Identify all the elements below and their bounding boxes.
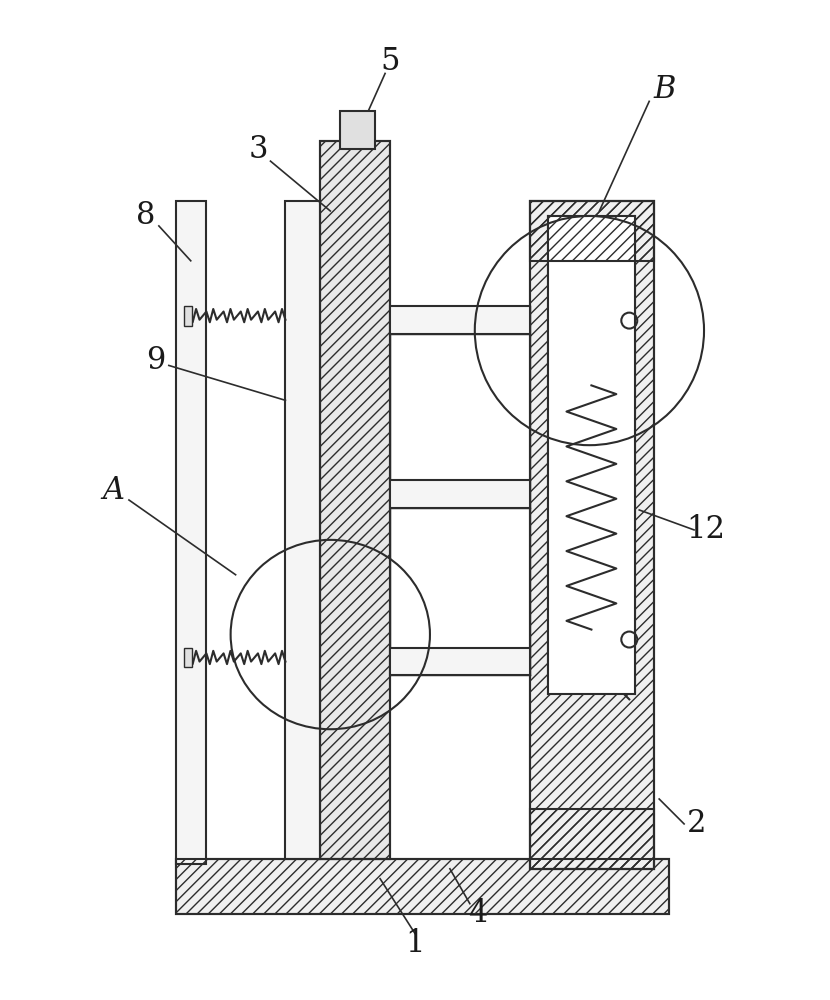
Bar — [176, 859, 669, 914]
Bar — [530, 201, 654, 261]
Text: B: B — [653, 74, 676, 105]
Bar — [530, 201, 654, 869]
Bar — [320, 141, 390, 859]
Bar — [530, 809, 654, 869]
Bar — [286, 201, 320, 859]
Bar — [390, 306, 530, 334]
Text: 5: 5 — [380, 46, 400, 77]
Bar — [530, 201, 654, 869]
Text: A: A — [102, 475, 124, 506]
Text: 1: 1 — [405, 928, 425, 959]
Bar — [340, 111, 375, 149]
Text: 8: 8 — [136, 200, 155, 231]
Text: 2: 2 — [687, 808, 707, 839]
Bar — [548, 216, 635, 694]
Bar — [320, 141, 390, 859]
Text: 4: 4 — [468, 898, 487, 929]
Bar — [390, 648, 530, 675]
Text: 3: 3 — [249, 134, 268, 165]
Bar — [176, 859, 669, 914]
Bar — [183, 648, 192, 667]
Text: 9: 9 — [146, 345, 165, 376]
Bar — [183, 306, 192, 326]
Bar — [176, 201, 206, 864]
Text: 12: 12 — [686, 514, 725, 545]
Bar — [390, 480, 530, 508]
